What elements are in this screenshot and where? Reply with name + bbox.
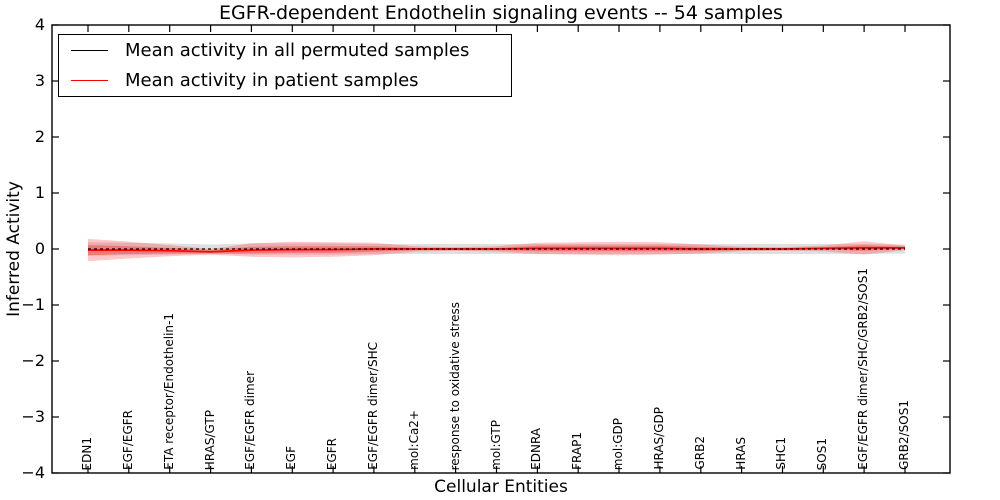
y-tick-label: 3 <box>34 71 45 90</box>
y-tick-label: 1 <box>34 183 45 202</box>
legend: Mean activity in all permuted samples Me… <box>58 34 512 97</box>
legend-label-patient: Mean activity in patient samples <box>125 70 419 91</box>
red-line-sample <box>71 80 108 81</box>
legend-entry-permuted: Mean activity in all permuted samples <box>71 38 511 64</box>
chart-title: EGFR-dependent Endothelin signaling even… <box>219 2 783 24</box>
black-line-sample <box>71 50 108 51</box>
x-axis-label: Cellular Entities <box>434 477 568 497</box>
y-tick-label: −3 <box>21 407 45 426</box>
y-tick-label: 2 <box>34 127 45 146</box>
band-patient-samples-spread-inner <box>88 245 905 256</box>
y-tick-label: 4 <box>34 15 45 34</box>
y-tick-label: −4 <box>21 463 45 482</box>
y-tick-label: −1 <box>21 295 45 314</box>
legend-entry-patient: Mean activity in patient samples <box>71 68 511 94</box>
legend-label-permuted: Mean activity in all permuted samples <box>125 40 470 61</box>
y-tick-label: −2 <box>21 351 45 370</box>
y-tick-label: 0 <box>34 239 45 258</box>
band-patient-samples-spread-outer <box>88 238 905 262</box>
